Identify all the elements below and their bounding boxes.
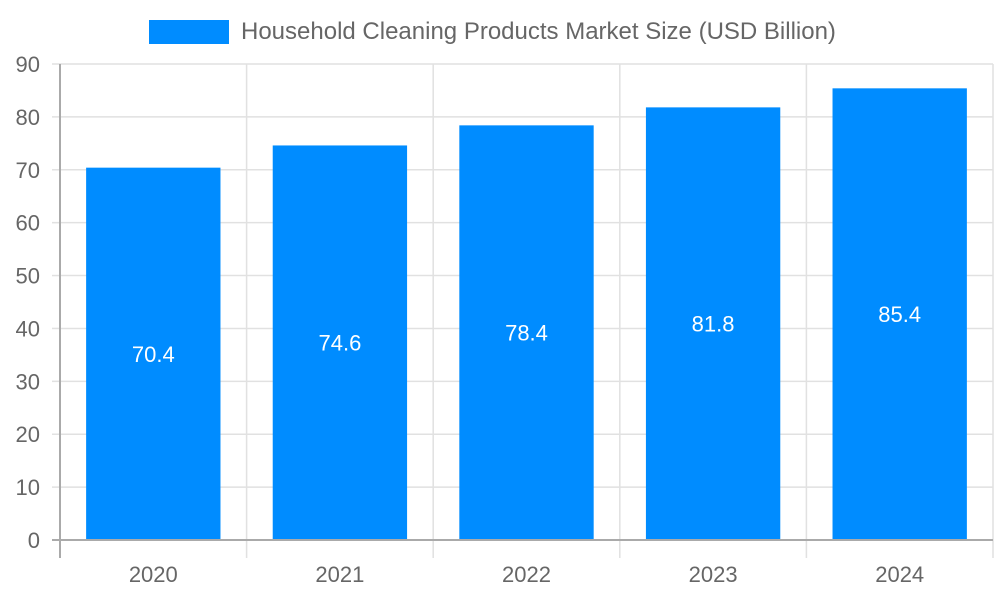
bar-value-label: 81.8 xyxy=(692,312,735,337)
bar-value-label: 78.4 xyxy=(505,321,548,346)
x-tick-label: 2021 xyxy=(315,562,364,587)
y-tick-label: 10 xyxy=(16,475,40,500)
x-tick-label: 2022 xyxy=(502,562,551,587)
legend-label: Household Cleaning Products Market Size … xyxy=(241,18,836,45)
y-tick-label: 40 xyxy=(16,316,40,341)
chart-legend[interactable]: Household Cleaning Products Market Size … xyxy=(149,17,836,47)
x-tick-label: 2020 xyxy=(129,562,178,587)
x-axis-ticks: 2020 2021 2022 2023 2024 xyxy=(129,562,924,587)
bar-2023[interactable] xyxy=(645,107,781,540)
legend-swatch xyxy=(149,20,229,44)
bar-value-label: 70.4 xyxy=(132,342,175,367)
bar-2022[interactable] xyxy=(459,125,594,541)
y-tick-label: 50 xyxy=(16,264,40,289)
y-tick-label: 0 xyxy=(28,528,40,553)
x-tick-label: 2023 xyxy=(689,562,738,587)
axes xyxy=(52,64,993,558)
bar-2024[interactable] xyxy=(832,88,967,540)
bar-2021[interactable] xyxy=(272,145,408,540)
x-tick-label: 2024 xyxy=(875,562,924,587)
bar-value-label: 85.4 xyxy=(878,302,921,327)
y-axis-ticks: 0 10 20 30 40 50 60 70 80 90 xyxy=(16,52,40,553)
y-tick-label: 90 xyxy=(16,52,40,77)
y-tick-label: 80 xyxy=(16,105,40,130)
bars: 70.4 74.6 78.4 81.8 85.4 xyxy=(86,88,967,541)
y-tick-label: 70 xyxy=(16,158,40,183)
y-tick-label: 30 xyxy=(16,369,40,394)
y-tick-label: 60 xyxy=(16,211,40,236)
bar-value-label: 74.6 xyxy=(318,331,361,356)
bar-2020[interactable] xyxy=(86,167,221,540)
y-tick-label: 20 xyxy=(16,422,40,447)
